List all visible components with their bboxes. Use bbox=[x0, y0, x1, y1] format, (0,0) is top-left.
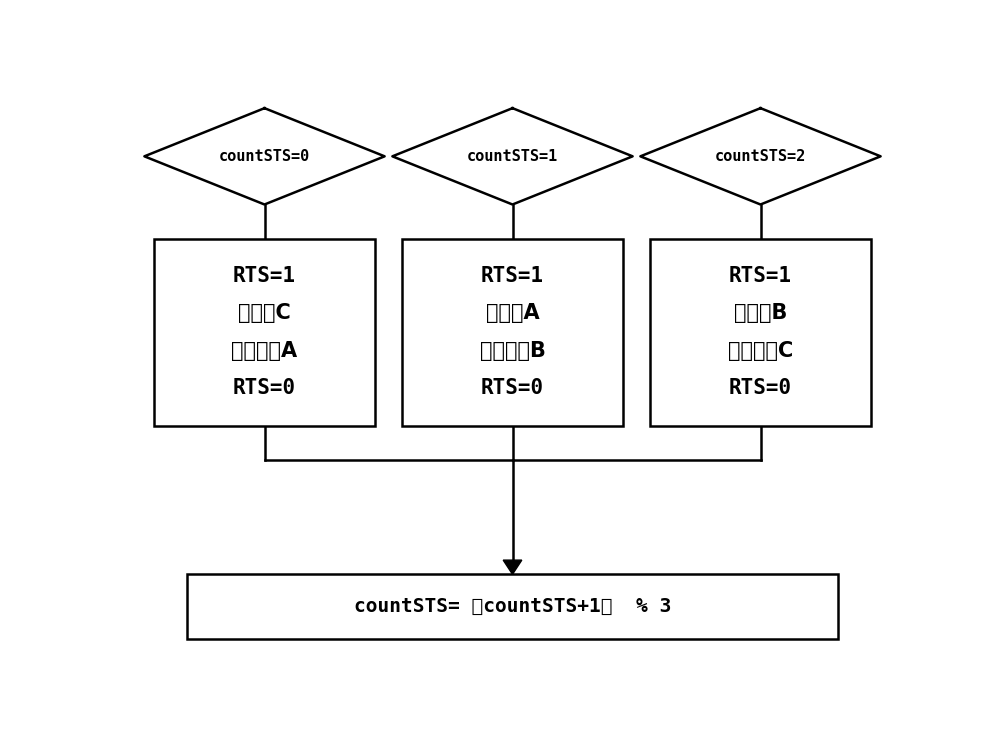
Text: RTS=0: RTS=0 bbox=[233, 378, 296, 398]
Text: 读星敏B: 读星敏B bbox=[734, 303, 787, 323]
Text: countSTS=2: countSTS=2 bbox=[715, 149, 806, 164]
Polygon shape bbox=[503, 560, 522, 574]
Text: countSTS=1: countSTS=1 bbox=[467, 149, 558, 164]
Text: RTS=1: RTS=1 bbox=[481, 266, 544, 286]
Text: 选通星敏B: 选通星敏B bbox=[480, 341, 545, 361]
Text: RTS=0: RTS=0 bbox=[481, 378, 544, 398]
Text: RTS=1: RTS=1 bbox=[729, 266, 792, 286]
Text: RTS=1: RTS=1 bbox=[233, 266, 296, 286]
Bar bbox=[402, 238, 623, 425]
Polygon shape bbox=[392, 108, 633, 205]
Bar bbox=[154, 238, 375, 425]
Bar bbox=[650, 238, 871, 425]
Polygon shape bbox=[144, 108, 385, 205]
Text: 读星敏C: 读星敏C bbox=[238, 303, 291, 323]
Bar bbox=[187, 574, 838, 640]
Polygon shape bbox=[640, 108, 881, 205]
Text: countSTS= （countSTS+1）  % 3: countSTS= （countSTS+1） % 3 bbox=[354, 598, 671, 616]
Text: RTS=0: RTS=0 bbox=[729, 378, 792, 398]
Text: 读星敏A: 读星敏A bbox=[486, 303, 539, 323]
Text: 选通星敏A: 选通星敏A bbox=[231, 341, 298, 361]
Text: 选通星敏C: 选通星敏C bbox=[728, 341, 793, 361]
Text: countSTS=0: countSTS=0 bbox=[219, 149, 310, 164]
